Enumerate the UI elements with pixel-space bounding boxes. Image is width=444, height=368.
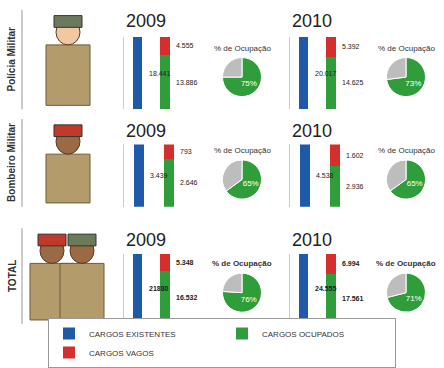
svg-text:2010: 2010 xyxy=(292,121,332,141)
svg-text:1.602: 1.602 xyxy=(346,152,364,159)
svg-text:% de Ocupação: % de Ocupação xyxy=(376,259,436,268)
svg-text:2009: 2009 xyxy=(126,11,166,31)
svg-text:24.555: 24.555 xyxy=(315,285,337,292)
svg-text:4.538: 4.538 xyxy=(316,172,334,179)
svg-text:% de Ocupação: % de Ocupação xyxy=(214,44,271,53)
svg-text:71%: 71% xyxy=(406,294,422,303)
svg-text:3.439: 3.439 xyxy=(150,172,168,179)
svg-text:% de Ocupação: % de Ocupação xyxy=(378,44,435,53)
svg-text:76%: 76% xyxy=(241,295,257,304)
svg-text:65%: 65% xyxy=(243,179,259,188)
svg-text:6.994: 6.994 xyxy=(342,260,360,267)
svg-text:2.936: 2.936 xyxy=(346,183,364,190)
svg-text:% de Ocupação: % de Ocupação xyxy=(212,259,272,268)
svg-text:% de Ocupação: % de Ocupação xyxy=(214,146,271,155)
svg-text:21880: 21880 xyxy=(149,285,169,292)
svg-text:5.392: 5.392 xyxy=(342,43,360,50)
svg-text:5.348: 5.348 xyxy=(176,259,194,266)
svg-text:2009: 2009 xyxy=(126,121,166,141)
svg-text:2009: 2009 xyxy=(126,230,166,250)
svg-text:CARGOS OCUPADOS: CARGOS OCUPADOS xyxy=(262,330,344,339)
svg-text:14.625: 14.625 xyxy=(342,79,364,86)
svg-text:% de Ocupação: % de Ocupação xyxy=(378,146,435,155)
svg-text:73%: 73% xyxy=(405,79,421,88)
svg-text:16.532: 16.532 xyxy=(176,294,198,301)
svg-text:CARGOS VAGOS: CARGOS VAGOS xyxy=(89,349,154,358)
svg-text:2010: 2010 xyxy=(292,230,332,250)
svg-text:4.555: 4.555 xyxy=(176,42,194,49)
svg-text:20.017: 20.017 xyxy=(315,70,337,77)
svg-text:CARGOS EXISTENTES: CARGOS EXISTENTES xyxy=(89,330,176,339)
svg-text:2010: 2010 xyxy=(292,11,332,31)
svg-text:2.646: 2.646 xyxy=(180,179,198,186)
svg-text:13.886: 13.886 xyxy=(176,79,198,86)
svg-text:793: 793 xyxy=(180,148,192,155)
svg-text:75%: 75% xyxy=(241,79,257,88)
svg-text:TOTAL: TOTAL xyxy=(7,260,18,292)
svg-text:Bombeiro Militar: Bombeiro Militar xyxy=(6,123,17,202)
svg-text:Polícia Militar: Polícia Militar xyxy=(6,27,17,92)
svg-text:18.441: 18.441 xyxy=(149,70,171,77)
svg-text:65%: 65% xyxy=(407,179,423,188)
svg-text:17.561: 17.561 xyxy=(342,295,364,302)
